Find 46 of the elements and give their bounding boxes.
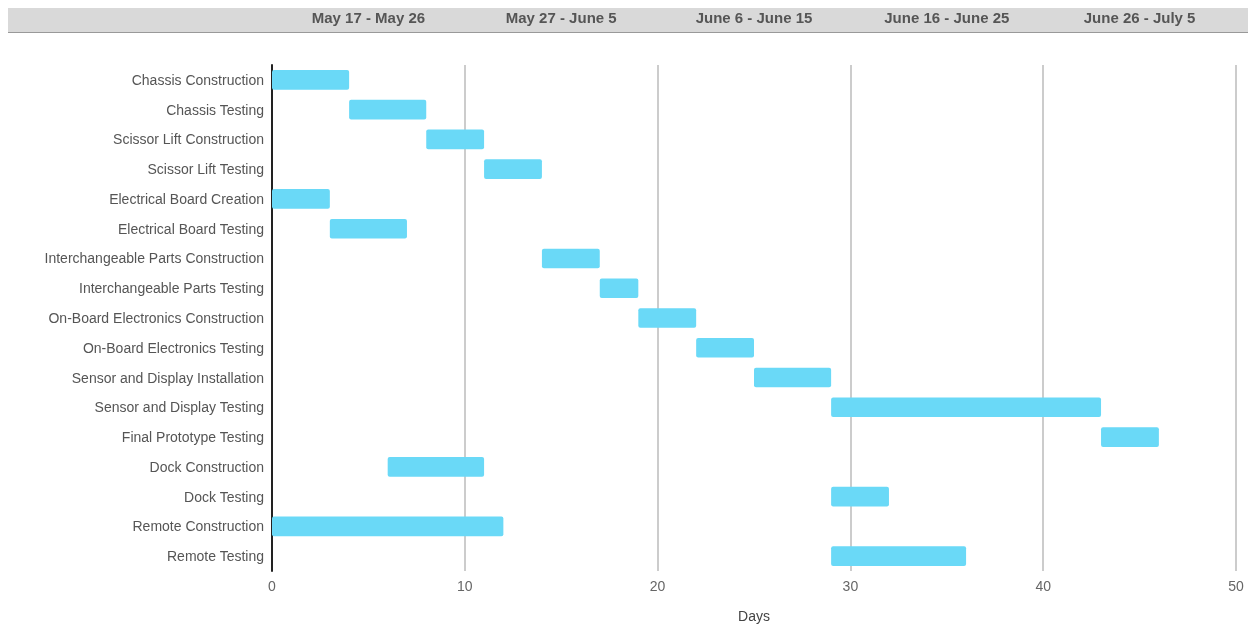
text: June 16 - June 25 [884, 9, 1010, 26]
y-tick-label: Remote Testing [166, 548, 264, 565]
y-tick-label: Dock Testing [184, 488, 264, 505]
bar [329, 218, 407, 239]
y-tick-label: Chassis Construction [131, 71, 264, 88]
y-tick-label: Dock Construction [149, 458, 264, 475]
x-tick-label: 40 [1035, 578, 1052, 594]
x-tick-label: 10 [457, 578, 473, 594]
bar [541, 248, 600, 269]
bar [426, 129, 485, 150]
x-tick-label: 20 [649, 578, 666, 594]
x-tick-label: 50 [1228, 578, 1244, 594]
y-tick-label: Interchangeable Parts Testing [79, 280, 264, 297]
x-axis-title: Days [738, 608, 770, 624]
y-tick-label: Electrical Board Creation [109, 190, 264, 207]
y-tick-label: On-Board Electronics Construction [48, 310, 264, 326]
y-tick-label: Sensor and Display Installation [71, 369, 264, 386]
y-tick-label: Chassis Testing [166, 101, 264, 118]
bar [696, 337, 754, 358]
bar [831, 486, 889, 507]
bar [272, 516, 504, 537]
bar [754, 367, 832, 388]
x-tick-label: 0 [268, 578, 277, 594]
bar [638, 308, 697, 328]
bar [831, 546, 967, 566]
bar [599, 278, 639, 299]
text: June 6 - June 15 [695, 9, 813, 26]
y-tick-label: Scissor Lift Testing [147, 161, 264, 178]
y-tick-label: Interchangeable Parts Construction [44, 250, 264, 267]
bar [1101, 427, 1159, 447]
text: June 26 - July 5 [1083, 9, 1196, 26]
y-tick-label: Scissor Lift Construction [113, 131, 264, 148]
y-tick-label: Remote Construction [132, 518, 264, 535]
bar [387, 457, 485, 477]
y-tick-label: Sensor and Display Testing [94, 399, 264, 416]
bar [349, 99, 427, 120]
x-tick-label: 30 [842, 578, 859, 594]
text: May 17 - May 26 [311, 9, 426, 26]
bar [272, 70, 350, 90]
bar [272, 189, 330, 209]
y-tick-label: Final Prototype Testing [121, 429, 264, 446]
y-tick-label: On-Board Electronics Testing [82, 339, 264, 356]
y-tick-label: Electrical Board Testing [117, 220, 264, 237]
bar [831, 397, 1102, 418]
text: May 27 - June 5 [505, 9, 617, 26]
bar [484, 159, 542, 179]
